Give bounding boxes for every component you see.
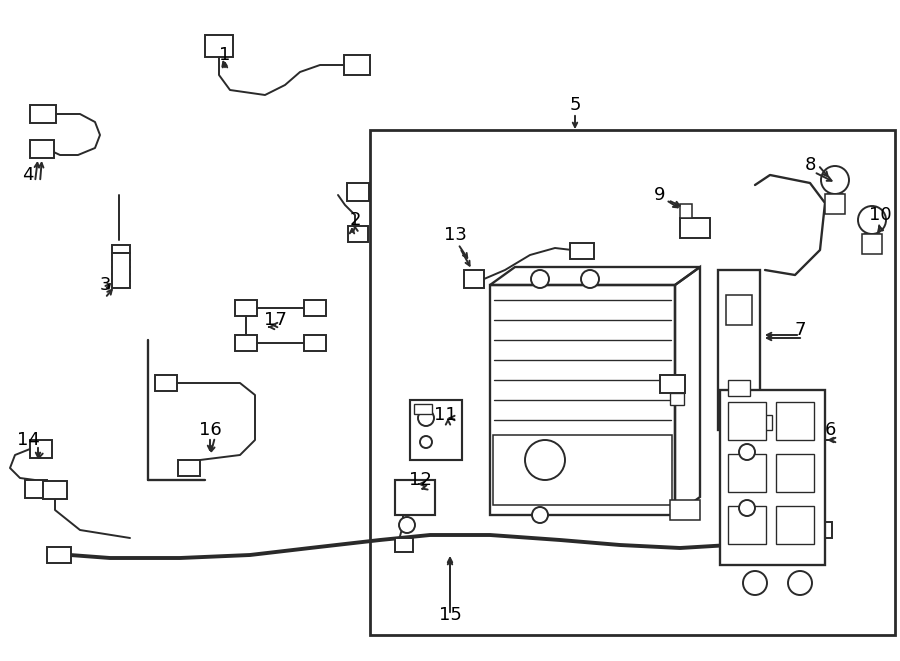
Bar [347, 183, 369, 201]
Bar [30, 440, 52, 458]
Bar [726, 295, 752, 325]
Text: 10: 10 [868, 206, 891, 224]
Bar [112, 253, 130, 288]
Bar [720, 390, 825, 565]
Bar [30, 105, 56, 123]
Circle shape [399, 517, 415, 533]
Bar [43, 481, 67, 499]
Text: 7: 7 [794, 321, 806, 339]
Text: 16: 16 [199, 421, 221, 439]
Bar [862, 234, 882, 254]
Bar [235, 335, 257, 351]
Circle shape [420, 436, 432, 448]
Circle shape [788, 571, 812, 595]
Bar [112, 245, 130, 253]
Bar [760, 415, 772, 430]
Text: 4: 4 [22, 166, 34, 184]
Bar [235, 300, 257, 316]
Circle shape [739, 500, 755, 516]
Text: 1: 1 [220, 46, 230, 64]
Text: 6: 6 [824, 421, 836, 439]
Text: 8: 8 [805, 156, 815, 174]
Bar [728, 380, 750, 396]
Text: 2: 2 [349, 211, 361, 229]
Bar [47, 547, 71, 563]
Bar [493, 435, 672, 505]
Text: 9: 9 [654, 186, 666, 204]
Text: 5: 5 [569, 96, 580, 114]
Text: 15: 15 [438, 606, 462, 624]
Circle shape [743, 571, 767, 595]
Bar [25, 480, 47, 498]
Bar [414, 404, 432, 414]
Bar [155, 375, 177, 391]
Bar [718, 270, 760, 430]
Circle shape [531, 270, 549, 288]
Bar [490, 285, 675, 515]
Circle shape [739, 444, 755, 460]
Bar [808, 522, 832, 538]
Bar [776, 454, 814, 492]
Circle shape [418, 410, 434, 426]
Circle shape [858, 206, 886, 234]
Circle shape [581, 270, 599, 288]
Text: 12: 12 [409, 471, 431, 489]
Text: 11: 11 [434, 406, 456, 424]
Bar [570, 243, 594, 259]
Bar [178, 460, 200, 476]
Bar [395, 480, 435, 515]
Circle shape [532, 507, 548, 523]
Bar [205, 35, 233, 57]
Text: 3: 3 [99, 276, 111, 294]
Bar [370, 130, 895, 635]
Bar [464, 270, 484, 288]
Bar [395, 538, 413, 552]
Bar [670, 393, 684, 405]
Bar [680, 204, 692, 218]
Bar [776, 506, 814, 544]
Bar [660, 375, 685, 393]
Bar [728, 506, 766, 544]
Bar [728, 454, 766, 492]
Text: 14: 14 [16, 431, 40, 449]
Text: 13: 13 [444, 226, 466, 244]
Bar [344, 55, 370, 75]
Bar [304, 335, 326, 351]
Bar [410, 400, 462, 460]
Text: 17: 17 [264, 311, 286, 329]
Circle shape [821, 166, 849, 194]
Bar [728, 402, 766, 440]
Bar [304, 300, 326, 316]
Bar [30, 140, 54, 158]
Bar [680, 218, 710, 238]
Bar [670, 500, 700, 520]
Bar [776, 402, 814, 440]
Bar [348, 226, 368, 242]
Bar [825, 194, 845, 214]
Circle shape [525, 440, 565, 480]
